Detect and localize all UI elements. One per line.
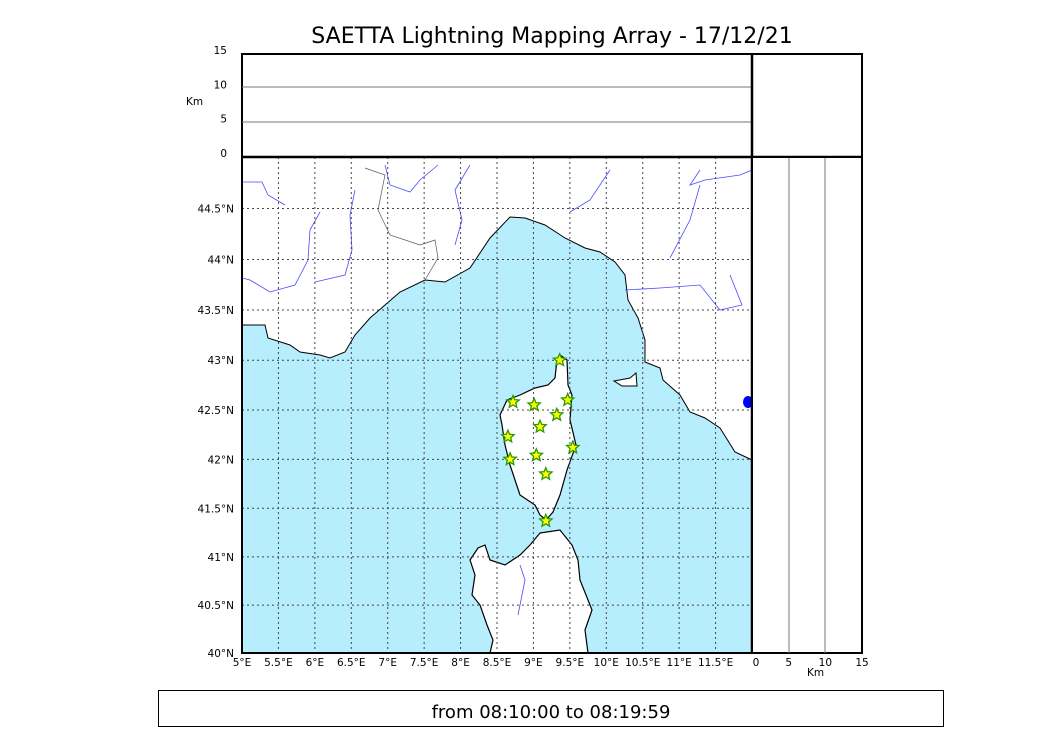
altitude-tick-label: 10 (214, 79, 227, 91)
lon-tick-label: 5.5°E (264, 657, 293, 669)
lightning-source-star (551, 352, 568, 367)
lightning-source-star (559, 391, 576, 407)
rivers (241, 164, 753, 616)
chart-title: SAETTA Lightning Mapping Array - 17/12/2… (311, 24, 793, 49)
panels (241, 53, 863, 654)
lat-tick-label: 44°N (208, 254, 234, 266)
side-panel-source-point (743, 396, 753, 409)
lat-tick-label: 40.5°N (198, 600, 234, 612)
lightning-source-star (502, 451, 518, 466)
map-background (241, 157, 753, 654)
lon-tick-label: 7°E (378, 657, 397, 669)
lightning-source-star (532, 418, 548, 434)
elba-island (612, 371, 638, 387)
side-tick-label: 15 (855, 657, 868, 669)
altitude-axis-label: Km (186, 96, 203, 108)
lat-tick-label: 43.5°N (198, 305, 234, 317)
side-axis-label: Km (807, 667, 824, 679)
lat-tick-label: 41.5°N (198, 503, 234, 515)
lon-tick-label: 6.5°E (337, 657, 366, 669)
lon-tick-label: 9.5°E (556, 657, 585, 669)
lon-tick-label: 10°E (594, 657, 619, 669)
altitude-tick-label: 5 (220, 114, 227, 126)
altitude-tick-label: 15 (214, 45, 227, 57)
lat-tick-label: 42.5°N (198, 405, 234, 417)
sea-area (241, 216, 753, 654)
lightning-source-star (505, 393, 521, 409)
lightning-source-star (565, 439, 581, 455)
altitude-panel-frame (241, 53, 863, 158)
altitude-tick-label: 0 (220, 148, 227, 160)
lat-tick-label: 42°N (208, 454, 234, 466)
lon-tick-label: 6°E (306, 657, 325, 669)
sardinia-island (469, 529, 593, 654)
lon-tick-label: 10.5°E (625, 657, 660, 669)
time-range-box: from 08:10:00 to 08:19:59 (158, 690, 944, 727)
lon-tick-label: 11°E (667, 657, 692, 669)
lon-tick-label: 8°E (451, 657, 470, 669)
lightning-source-star (526, 396, 542, 412)
lat-tick-label: 40°N (208, 648, 234, 660)
corsica-island (499, 354, 577, 521)
lon-tick-label: 9°E (524, 657, 543, 669)
side-panel-bg (753, 158, 861, 652)
lon-tick-label: 8.5°E (483, 657, 512, 669)
lat-tick-label: 43°N (208, 355, 234, 367)
borders (364, 167, 439, 281)
side-tick-label: 0 (753, 657, 760, 669)
side-tick-label: 10 (819, 657, 832, 669)
lightning-source-star (538, 465, 554, 481)
lightning-sources (500, 352, 753, 528)
lightning-source-star (538, 512, 554, 528)
lon-tick-label: 11.5°E (698, 657, 733, 669)
side-tick-label: 5 (785, 657, 792, 669)
map-grid (242, 157, 752, 653)
lat-tick-label: 44.5°N (198, 203, 234, 215)
lat-tick-label: 41°N (208, 552, 234, 564)
tick-labels: 5°E 5.5°E 6°E 6.5°E 7°E 7.5°E 8°E 8.5°E 9°E 9.5°E… (198, 45, 869, 669)
lightning-source-star (549, 406, 565, 422)
lon-tick-label: 5°E (233, 657, 252, 669)
lightning-source-star (500, 428, 516, 444)
lightning-source-star (528, 447, 545, 462)
lon-tick-label: 7.5°E (410, 657, 439, 669)
